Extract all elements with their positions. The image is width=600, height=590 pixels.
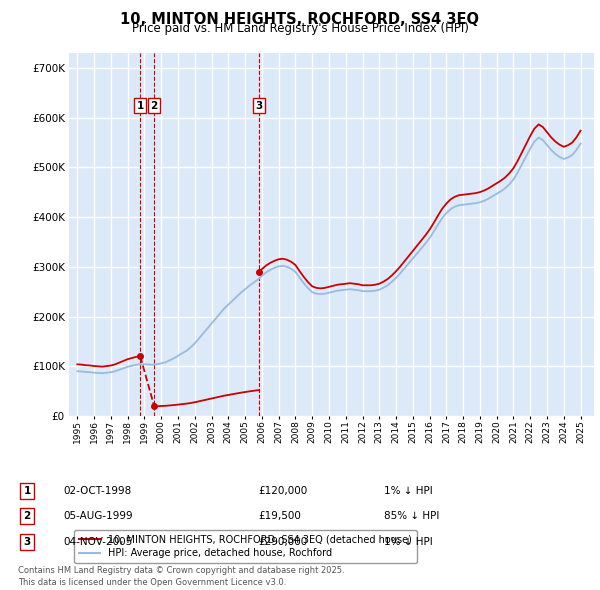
Text: 1: 1 (23, 486, 31, 496)
Text: 02-OCT-1998: 02-OCT-1998 (63, 486, 131, 496)
Text: 04-NOV-2005: 04-NOV-2005 (63, 537, 132, 546)
Text: 05-AUG-1999: 05-AUG-1999 (63, 512, 133, 521)
Text: 85% ↓ HPI: 85% ↓ HPI (384, 512, 439, 521)
Point (136, 352, 145, 361)
Text: 1: 1 (137, 101, 144, 111)
Point (254, 267, 264, 277)
Text: 3: 3 (23, 537, 31, 546)
Text: 3: 3 (256, 101, 263, 111)
Text: £290,000: £290,000 (258, 537, 307, 546)
Text: 2: 2 (23, 512, 31, 521)
Text: 1% ↓ HPI: 1% ↓ HPI (384, 537, 433, 546)
Point (149, 402, 159, 411)
Text: £120,000: £120,000 (258, 486, 307, 496)
Text: Price paid vs. HM Land Registry's House Price Index (HPI): Price paid vs. HM Land Registry's House … (131, 22, 469, 35)
Text: 10, MINTON HEIGHTS, ROCHFORD, SS4 3EQ: 10, MINTON HEIGHTS, ROCHFORD, SS4 3EQ (121, 12, 479, 27)
Text: 2: 2 (151, 101, 158, 111)
Legend: 10, MINTON HEIGHTS, ROCHFORD, SS4 3EQ (detached house), HPI: Average price, deta: 10, MINTON HEIGHTS, ROCHFORD, SS4 3EQ (d… (74, 530, 416, 563)
Text: Contains HM Land Registry data © Crown copyright and database right 2025.
This d: Contains HM Land Registry data © Crown c… (18, 566, 344, 587)
Text: 1% ↓ HPI: 1% ↓ HPI (384, 486, 433, 496)
Text: £19,500: £19,500 (258, 512, 301, 521)
